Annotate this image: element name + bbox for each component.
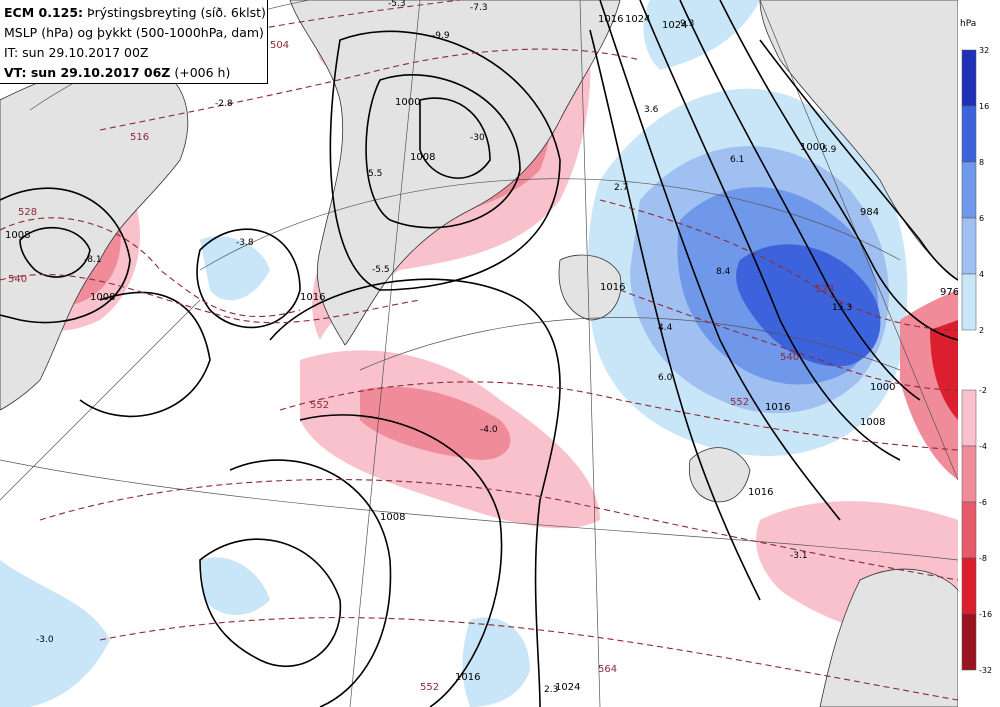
- legend-swatch: [961, 217, 977, 275]
- thickness-labels: 504 516 528 540 552 552 564 528 540 552: [8, 40, 834, 693]
- legend-tick-label: -16: [979, 610, 992, 619]
- isobar-label: 1016: [598, 14, 623, 25]
- legend-swatch: [961, 445, 977, 503]
- product-name: Þrýstingsbreyting (síð. 6klst): [87, 5, 266, 20]
- change-label: -3.0: [36, 635, 54, 645]
- isobar-labels: 1008 1008 1016 1000 1008 1016 1024 1008 …: [5, 14, 958, 693]
- legend-tick-label: -4: [979, 442, 987, 451]
- color-legend: hPa 32 16 8 6 4 2 -2 -4 -6 -8 -16 -32: [958, 0, 1000, 707]
- change-label: -3.1: [790, 551, 808, 561]
- greenland: [289, 0, 621, 346]
- pressure-rise-shading: [0, 0, 908, 707]
- isobar-label: 1000: [800, 142, 825, 153]
- legend-swatch: [961, 389, 977, 447]
- change-label: 5.5: [368, 169, 382, 179]
- thickness-label: 552: [730, 397, 749, 408]
- change-label: 5.9: [822, 145, 837, 155]
- valid-time: VT: sun 29.10.2017 06Z: [4, 65, 171, 80]
- legend-tick-label: 8: [979, 158, 984, 167]
- change-label: 9.3: [680, 19, 694, 29]
- britain: [688, 447, 751, 503]
- legend-swatch: [961, 49, 977, 107]
- isobar-label: 1016: [600, 282, 625, 293]
- thickness-label: 552: [420, 682, 439, 693]
- thickness-label: 504: [270, 40, 289, 51]
- iceland: [558, 254, 622, 321]
- isobar-label: 1008: [5, 230, 30, 241]
- change-label: 6.1: [730, 155, 744, 165]
- legend-tick-label: -32: [979, 666, 992, 675]
- legend-tick-label: -8: [979, 554, 987, 563]
- change-label: -9.9: [432, 31, 450, 41]
- change-label: -3.8: [236, 238, 254, 248]
- legend-tick-label: -2: [979, 386, 987, 395]
- isobar-label: 1024: [625, 14, 650, 25]
- thickness-label: 552: [310, 400, 329, 411]
- isobar-label: 1016: [765, 402, 790, 413]
- isobar-label: 1024: [662, 20, 687, 31]
- legend-unit: hPa: [960, 19, 976, 29]
- legend-swatch: [961, 557, 977, 615]
- isobars: [0, 0, 958, 707]
- legend-tick-label: -6: [979, 498, 987, 507]
- legend-positive-scale: 32 16 8 6 4 2: [961, 46, 989, 335]
- thickness-label: 564: [598, 664, 617, 675]
- legend-tick-label: 16: [979, 102, 989, 111]
- legend-swatch: [961, 161, 977, 219]
- thickness-label: 540: [8, 274, 27, 285]
- weather-map: 1008 1008 1016 1000 1008 1016 1024 1008 …: [0, 0, 958, 707]
- change-label: 6.0: [658, 373, 673, 383]
- title-line-4: VT: sun 29.10.2017 06Z (+006 h): [4, 63, 267, 83]
- isobar-label: 1008: [380, 512, 405, 523]
- title-line-2: MSLP (hPa) og þykkt (500-1000hPa, dam): [4, 25, 264, 40]
- isobar-label: 1008: [410, 152, 435, 163]
- change-label: 3.6: [644, 105, 659, 115]
- isobar-label: 1016: [300, 292, 325, 303]
- change-label: -2.8: [215, 99, 233, 109]
- change-label: -7.3: [470, 3, 488, 13]
- legend-swatch: [961, 501, 977, 559]
- legend-swatch: [961, 273, 977, 331]
- change-label: 2.3: [544, 685, 558, 695]
- isobar-label: 984: [860, 207, 879, 218]
- isobar-label: 1008: [860, 417, 885, 428]
- change-label: 2.7: [614, 183, 628, 193]
- isobar-label: 1016: [748, 487, 773, 498]
- map-title-box: ECM 0.125: Þrýstingsbreyting (síð. 6klst…: [0, 0, 268, 84]
- legend-tick-label: 32: [979, 46, 989, 55]
- isobar-label: 1008: [90, 292, 115, 303]
- thickness-label: 528: [18, 207, 37, 218]
- change-label: -5.3: [388, 0, 406, 9]
- isobar-label: 1000: [870, 382, 895, 393]
- isobar-label: 1000: [395, 97, 420, 108]
- change-label: 4.4: [658, 323, 673, 333]
- legend-tick-label: 4: [979, 270, 984, 279]
- legend-tick-label: 2: [979, 326, 984, 335]
- change-label: 8.4: [716, 267, 731, 277]
- change-label: -30: [470, 133, 485, 143]
- change-label: -4.0: [480, 425, 498, 435]
- forecast-offset: (+006 h): [174, 65, 231, 80]
- legend-tick-label: 6: [979, 214, 984, 223]
- thickness-label: 516: [130, 132, 149, 143]
- thickness-lines: [0, 0, 958, 701]
- legend-swatch: [961, 613, 977, 671]
- thickness-label: 540: [780, 352, 799, 363]
- title-line-1: ECM 0.125: Þrýstingsbreyting (síð. 6klst…: [4, 3, 267, 23]
- isobar-label: 1016: [455, 672, 480, 683]
- model-name: ECM 0.125:: [4, 5, 84, 20]
- init-time: IT: sun 29.10.2017 00Z: [4, 45, 149, 60]
- europe-land: [819, 568, 958, 707]
- legend-swatch: [961, 105, 977, 163]
- thickness-label: 528: [815, 284, 834, 295]
- pressure-change-labels: -5.3 -7.3 -9.9 -2.8 -3.8 -5.5 5.5 -30 -8…: [36, 0, 852, 695]
- change-label: -8.1: [84, 255, 102, 265]
- isobar-label: 976: [940, 287, 958, 298]
- isobar-label: 1024: [555, 682, 580, 693]
- change-label: -5.5: [372, 265, 390, 275]
- legend-negative-scale: -2 -4 -6 -8 -16 -32: [961, 386, 992, 675]
- change-label: 15.3: [832, 303, 852, 313]
